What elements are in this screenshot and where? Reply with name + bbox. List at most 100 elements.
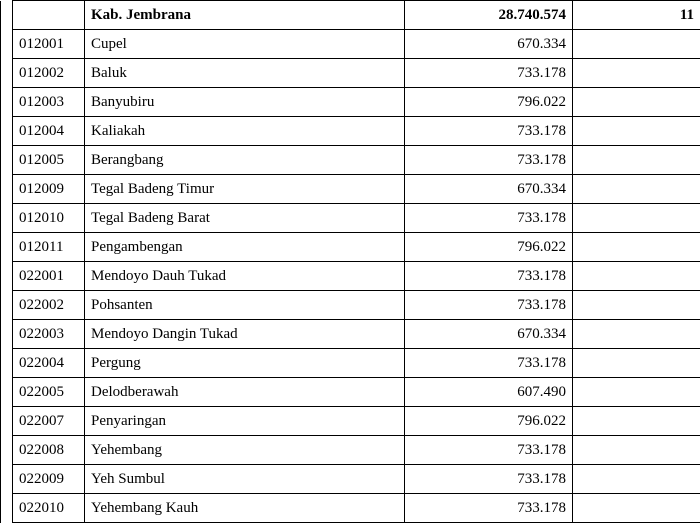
value-cell: 796.022 [405, 407, 573, 436]
spacer-cell [1, 59, 13, 88]
name-cell: Tegal Badeng Timur [85, 175, 405, 204]
value-cell: 733.178 [405, 465, 573, 494]
value-cell: 733.178 [405, 204, 573, 233]
code-cell: 012003 [13, 88, 85, 117]
value-cell: 733.178 [405, 146, 573, 175]
value2-cell [573, 436, 700, 465]
spacer-cell [1, 175, 13, 204]
table-row: 012009Tegal Badeng Timur670.334 [1, 175, 700, 204]
code-cell: 022005 [13, 378, 85, 407]
name-cell: Yehembang [85, 436, 405, 465]
name-cell: Tegal Badeng Barat [85, 204, 405, 233]
value2-cell [573, 407, 700, 436]
value-cell: 733.178 [405, 349, 573, 378]
code-cell: 012004 [13, 117, 85, 146]
name-cell: Baluk [85, 59, 405, 88]
name-cell: Pengambengan [85, 233, 405, 262]
name-cell: Mendoyo Dauh Tukad [85, 262, 405, 291]
spacer-cell [1, 378, 13, 407]
value-cell: 733.178 [405, 59, 573, 88]
code-cell: 012010 [13, 204, 85, 233]
name-cell: Cupel [85, 30, 405, 59]
spacer-cell [1, 1, 13, 30]
value2-cell [573, 233, 700, 262]
spacer-cell [1, 146, 13, 175]
code-cell: 012009 [13, 175, 85, 204]
spacer-cell [1, 436, 13, 465]
value-cell: 796.022 [405, 88, 573, 117]
code-cell: 012005 [13, 146, 85, 175]
value-cell: 796.022 [405, 233, 573, 262]
value2-cell [573, 146, 700, 175]
header-total-cell: 28.740.574 [405, 1, 573, 30]
code-cell: 022001 [13, 262, 85, 291]
value-cell: 607.490 [405, 378, 573, 407]
spacer-cell [1, 407, 13, 436]
value-cell: 733.178 [405, 291, 573, 320]
name-cell: Pohsanten [85, 291, 405, 320]
value2-cell [573, 204, 700, 233]
spacer-cell [1, 291, 13, 320]
table-row: 022002Pohsanten733.178 [1, 291, 700, 320]
code-cell: 022007 [13, 407, 85, 436]
table-row: 022001Mendoyo Dauh Tukad733.178 [1, 262, 700, 291]
value2-cell [573, 59, 700, 88]
spacer-cell [1, 88, 13, 117]
code-cell: 012002 [13, 59, 85, 88]
value-cell: 670.334 [405, 320, 573, 349]
spacer-cell [1, 30, 13, 59]
table-row: 012002Baluk733.178 [1, 59, 700, 88]
code-cell: 022008 [13, 436, 85, 465]
table-row: 012011Pengambengan796.022 [1, 233, 700, 262]
value2-cell [573, 349, 700, 378]
spacer-cell [1, 233, 13, 262]
code-cell: 022009 [13, 465, 85, 494]
value2-cell [573, 320, 700, 349]
value2-cell [573, 291, 700, 320]
allocation-table: Kab. Jembrana 28.740.574 11 012001Cupel6… [0, 0, 700, 523]
table-row: 012010Tegal Badeng Barat733.178 [1, 204, 700, 233]
table-row: 012005Berangbang733.178 [1, 146, 700, 175]
name-cell: Mendoyo Dangin Tukad [85, 320, 405, 349]
value2-cell [573, 88, 700, 117]
name-cell: Penyaringan [85, 407, 405, 436]
code-cell: 022010 [13, 494, 85, 523]
header-code-cell [13, 1, 85, 30]
table-row: 022004Pergung733.178 [1, 349, 700, 378]
value2-cell [573, 117, 700, 146]
value-cell: 733.178 [405, 494, 573, 523]
value2-cell [573, 262, 700, 291]
spacer-cell [1, 494, 13, 523]
table-header-row: Kab. Jembrana 28.740.574 11 [1, 1, 700, 30]
value-cell: 733.178 [405, 117, 573, 146]
spacer-cell [1, 320, 13, 349]
spacer-cell [1, 349, 13, 378]
table-row: 022005Delodberawah607.490 [1, 378, 700, 407]
value2-cell [573, 175, 700, 204]
code-cell: 012001 [13, 30, 85, 59]
name-cell: Banyubiru [85, 88, 405, 117]
code-cell: 012011 [13, 233, 85, 262]
value2-cell [573, 494, 700, 523]
value-cell: 670.334 [405, 30, 573, 59]
code-cell: 022004 [13, 349, 85, 378]
spacer-cell [1, 117, 13, 146]
value2-cell [573, 30, 700, 59]
value2-cell [573, 378, 700, 407]
name-cell: Yeh Sumbul [85, 465, 405, 494]
name-cell: Berangbang [85, 146, 405, 175]
table-row: 022007Penyaringan796.022 [1, 407, 700, 436]
code-cell: 022003 [13, 320, 85, 349]
value2-cell [573, 465, 700, 494]
table-row: 012001Cupel670.334 [1, 30, 700, 59]
table-row: 022010Yehembang Kauh733.178 [1, 494, 700, 523]
name-cell: Delodberawah [85, 378, 405, 407]
header-extra-cell: 11 [573, 1, 700, 30]
table-row: 012003Banyubiru796.022 [1, 88, 700, 117]
spacer-cell [1, 204, 13, 233]
code-cell: 022002 [13, 291, 85, 320]
name-cell: Kaliakah [85, 117, 405, 146]
value-cell: 670.334 [405, 175, 573, 204]
spacer-cell [1, 465, 13, 494]
name-cell: Yehembang Kauh [85, 494, 405, 523]
